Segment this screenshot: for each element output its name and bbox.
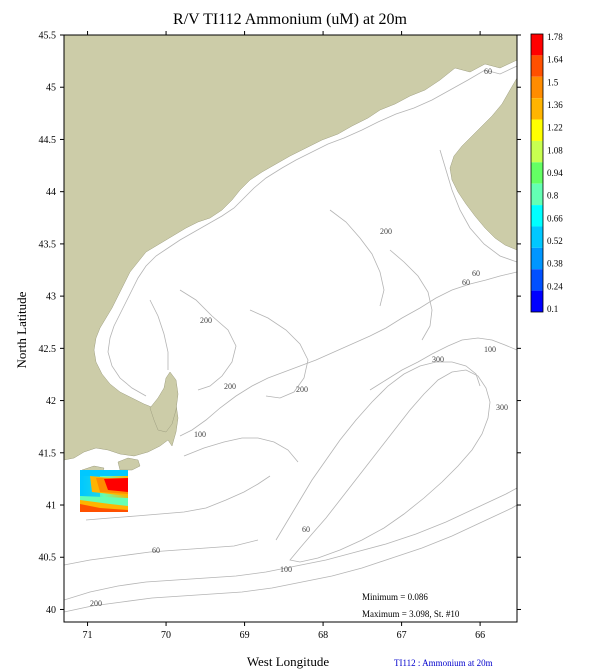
x-tick-label: 70 [161,630,171,641]
colorbar-swatch [531,76,543,99]
colorbar-swatch [531,269,543,291]
y-tick-label: 40.5 [39,553,57,564]
x-axis: 71 70 69 68 67 66 [83,31,485,641]
contour-label: 60 [152,546,160,555]
colorbar-swatch [531,55,543,77]
colorbar-frame [530,33,544,313]
plot-frame [63,34,518,623]
y-tick-label: 45 [46,83,56,94]
contour-label: 100 [484,345,496,354]
colorbar: 1.78 1.64 1.5 1.36 1.22 1.08 0.94 0.8 0.66 0.52 0.… [530,32,563,314]
figure-caption: TI112 : Ammonium at 20m [394,658,493,668]
colorbar-label: 1.5 [547,77,559,87]
colorbar-swatch [531,140,543,163]
contour-label: 200 [200,316,212,325]
colorbar-label: 0.94 [547,168,563,178]
y-tick-label: 42 [46,396,56,407]
land-mainland [64,35,517,461]
contour-label: 200 [380,227,392,236]
x-axis-title: West Longitude [247,654,330,669]
colorbar-swatch [531,247,543,270]
colorbar-label: 1.36 [547,100,563,110]
bathymetry-contours [64,65,517,613]
y-tick-label: 40 [46,605,56,616]
data-patch [80,470,128,512]
colorbar-label: 0.1 [547,304,558,314]
colorbar-label: 0.8 [547,191,559,201]
contour-label: 100 [280,565,292,574]
maximum-stat: Maximum = 3.098, St. #10 [362,609,460,619]
y-tick-label: 44 [46,187,56,198]
colorbar-swatch [531,226,543,248]
colorbar-swatch [531,119,543,141]
land-cape-cod [149,371,179,433]
colorbar-label: 1.22 [547,123,563,133]
colorbar-label: 0.52 [547,236,563,246]
colorbar-swatch [531,34,543,56]
colorbar-swatch [531,205,543,227]
y-tick-label: 45.5 [39,31,57,42]
y-tick-label: 44.5 [39,135,57,146]
contour-label: 60 [472,269,480,278]
contour-label: 200 [224,382,236,391]
x-tick-label: 69 [240,630,250,641]
colorbar-label: 0.38 [547,259,563,269]
contour-label: 300 [432,355,444,364]
map-title: R/V TI112 Ammonium (uM) at 20m [173,11,407,28]
contour-label: 60 [462,278,470,287]
y-tick-label: 42.5 [39,344,57,355]
y-tick-label: 43 [46,292,56,303]
y-axis: 45.5 45 44.5 44 43.5 43 42.5 42 41.5 41 40.5 40 [39,31,521,616]
colorbar-label: 0.66 [547,213,563,223]
x-tick-label: 67 [397,630,407,641]
contour-labels: 60 60 60 60 60 100 100 100 200 200 200 2… [90,67,508,608]
contour-label: 300 [496,403,508,412]
minimum-stat: Minimum = 0.086 [362,592,428,602]
y-tick-label: 43.5 [39,239,57,250]
colorbar-swatch [531,290,543,312]
colorbar-label: 1.64 [547,55,563,65]
contour-label: 100 [194,430,206,439]
colorbar-label: 1.78 [547,32,563,42]
land-nova-scotia [449,35,517,251]
colorbar-swatch [531,162,543,184]
y-tick-label: 41 [46,501,56,512]
x-tick-label: 66 [475,630,485,641]
x-tick-label: 71 [83,630,93,641]
colorbar-label: 1.08 [547,145,563,155]
contour-label: 200 [90,599,102,608]
colorbar-swatch [531,183,543,206]
contour-label: 60 [302,525,310,534]
colorbar-label: 0.24 [547,281,563,291]
y-tick-label: 41.5 [39,448,57,459]
y-axis-title: North Latitude [14,291,29,368]
x-tick-label: 68 [318,630,328,641]
colorbar-swatch [531,98,543,120]
contour-label: 200 [296,385,308,394]
contour-label: 60 [484,67,492,76]
